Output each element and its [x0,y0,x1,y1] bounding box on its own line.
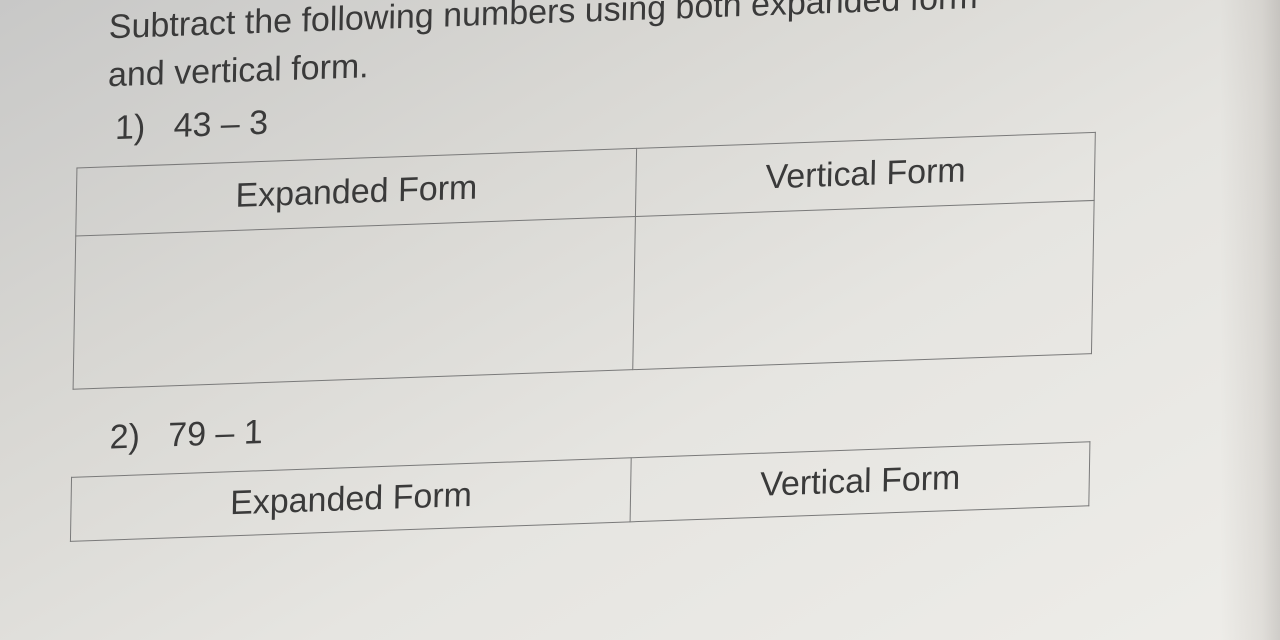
cell-expanded-work[interactable] [73,217,636,390]
table-header-row: Expanded Form Vertical Form [70,442,1089,542]
problem-1-table: Expanded Form Vertical Form [73,132,1096,390]
header-vertical-form: Vertical Form [631,442,1090,522]
header-expanded-form: Expanded Form [70,458,631,542]
problem-1-number: 1) [115,108,146,147]
problem-2-table: Expanded Form Vertical Form [70,441,1091,542]
worksheet-sheet: Name: Subtract the following numbers usi… [0,0,1280,575]
problem-2-number: 2) [109,418,140,457]
problem-1-expression: 43 – 3 [173,104,268,145]
problem-2-label: 2) 79 – 1 [109,375,1280,458]
problem-2-expression: 79 – 1 [168,413,263,454]
cell-vertical-work[interactable] [633,201,1094,370]
